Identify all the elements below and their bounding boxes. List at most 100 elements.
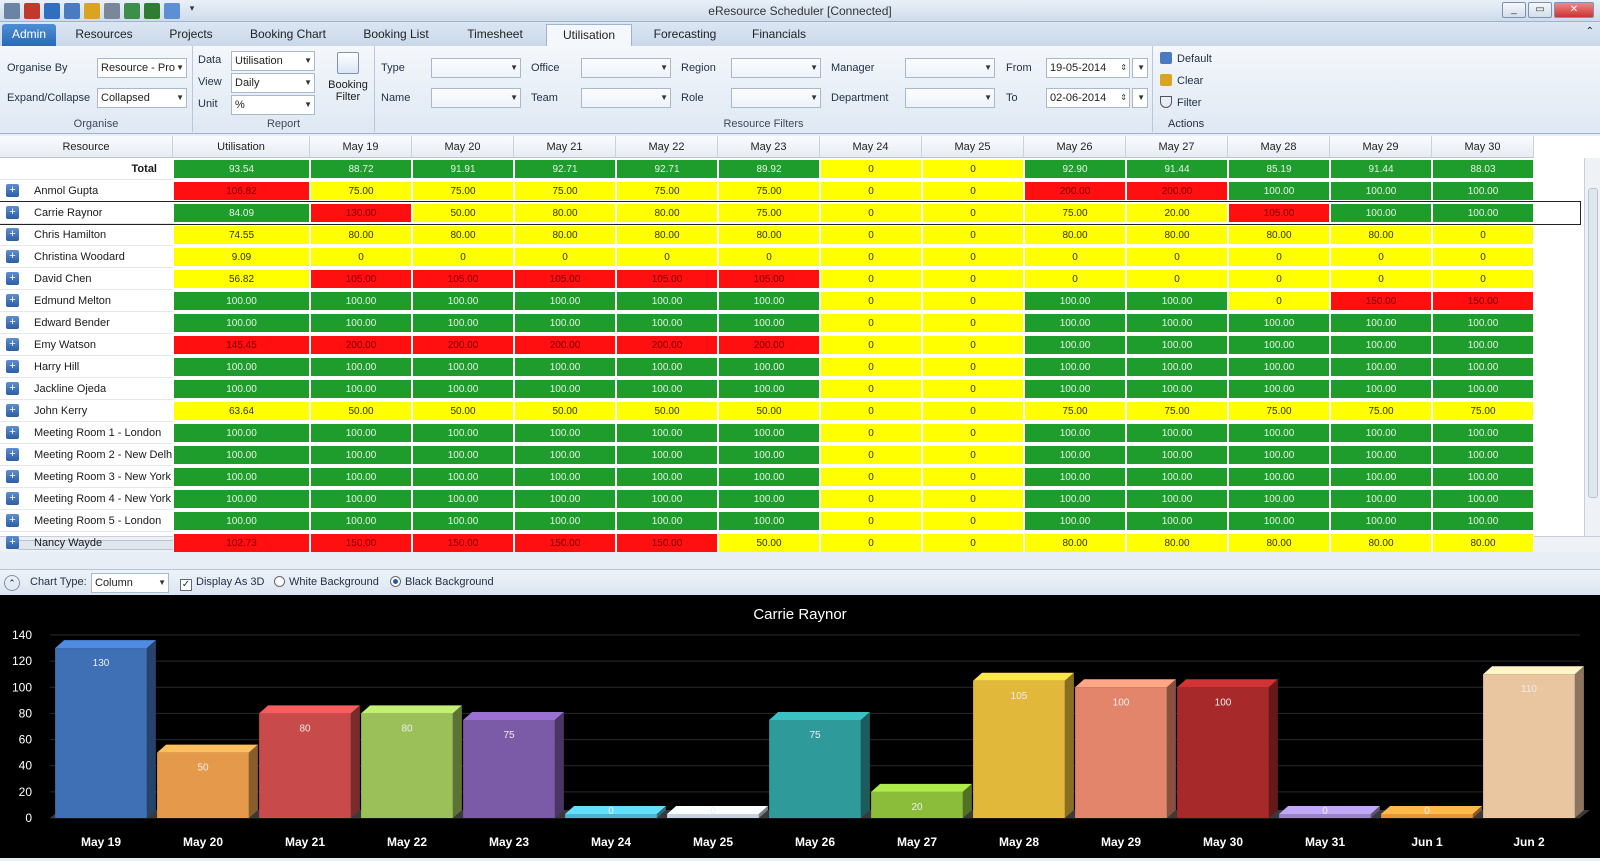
utilisation-cell[interactable]: 50.00 bbox=[718, 533, 820, 552]
column-header[interactable]: May 23 bbox=[718, 136, 820, 158]
utilisation-cell[interactable]: 100.00 bbox=[1024, 467, 1126, 487]
utilisation-cell[interactable]: 150.00 bbox=[412, 533, 514, 552]
info-icon[interactable] bbox=[44, 3, 60, 19]
black-background-option[interactable]: Black Background bbox=[390, 576, 494, 588]
utilisation-cell[interactable]: 100.00 bbox=[1432, 335, 1534, 355]
tab-projects[interactable]: Projects bbox=[169, 27, 213, 41]
utilisation-cell[interactable]: 0 bbox=[922, 533, 1024, 552]
expand-icon[interactable]: + bbox=[6, 272, 19, 285]
expand-icon[interactable]: + bbox=[6, 404, 19, 417]
utilisation-cell[interactable]: 100.00 bbox=[1432, 445, 1534, 465]
utilisation-cell[interactable]: 80.00 bbox=[310, 225, 412, 245]
utilisation-cell[interactable]: 102.73 bbox=[173, 533, 310, 552]
utilisation-cell[interactable]: 100.00 bbox=[1330, 313, 1432, 333]
utilisation-cell[interactable]: 100.00 bbox=[718, 313, 820, 333]
utilisation-cell[interactable]: 100.00 bbox=[514, 489, 616, 509]
tab-timesheet[interactable]: Timesheet bbox=[467, 27, 523, 41]
table-row[interactable]: + Meeting Room 4 - New York 100.00 100.00 10… bbox=[0, 488, 1580, 510]
refresh-icon[interactable] bbox=[164, 3, 180, 19]
utilisation-cell[interactable]: 200.00 bbox=[616, 335, 718, 355]
utilisation-cell[interactable]: 100.00 bbox=[412, 445, 514, 465]
utilisation-cell[interactable]: 50.00 bbox=[310, 401, 412, 421]
utilisation-cell[interactable]: 0 bbox=[1228, 247, 1330, 267]
utilisation-cell[interactable]: 100.00 bbox=[1330, 181, 1432, 201]
utilisation-cell[interactable]: 100.00 bbox=[412, 357, 514, 377]
utilisation-cell[interactable]: 0 bbox=[820, 357, 922, 377]
utilisation-cell[interactable]: 100.00 bbox=[1024, 489, 1126, 509]
utilisation-cell[interactable]: 100.00 bbox=[1432, 511, 1534, 531]
column-header[interactable]: May 24 bbox=[820, 136, 922, 158]
radio-icon[interactable] bbox=[274, 576, 285, 587]
utilisation-cell[interactable]: 0 bbox=[922, 511, 1024, 531]
utilisation-cell[interactable]: 75.00 bbox=[1330, 401, 1432, 421]
utilisation-cell[interactable]: 100.00 bbox=[173, 379, 310, 399]
spinner-icon[interactable]: ⇕ bbox=[1120, 63, 1127, 72]
utilisation-cell[interactable]: 75.00 bbox=[1024, 401, 1126, 421]
utilisation-cell[interactable]: 100.00 bbox=[1330, 445, 1432, 465]
column-header[interactable]: Resource bbox=[0, 136, 173, 158]
utilisation-cell[interactable]: 92.71 bbox=[514, 159, 616, 179]
close-icon[interactable]: ✕ bbox=[1554, 2, 1594, 18]
utilisation-cell[interactable]: 100.00 bbox=[616, 423, 718, 443]
utilisation-cell[interactable]: 75.00 bbox=[310, 181, 412, 201]
utilisation-cell[interactable]: 0 bbox=[820, 269, 922, 289]
utilisation-cell[interactable]: 0 bbox=[922, 423, 1024, 443]
utilisation-cell[interactable]: 200.00 bbox=[412, 335, 514, 355]
utilisation-cell[interactable]: 106.82 bbox=[173, 181, 310, 201]
utilisation-cell[interactable]: 0 bbox=[1024, 247, 1126, 267]
table-row[interactable]: + Edward Bender 100.00 100.00 100.00 100.00 10… bbox=[0, 312, 1580, 334]
table-row[interactable]: + Emy Watson 145.45 200.00 200.00 200.00 200.0… bbox=[0, 334, 1580, 356]
utilisation-cell[interactable]: 100.00 bbox=[1024, 335, 1126, 355]
utilisation-cell[interactable]: 100.00 bbox=[1228, 467, 1330, 487]
resource-name[interactable]: + Meeting Room 1 - London bbox=[0, 422, 173, 444]
utilisation-cell[interactable]: 105.00 bbox=[1228, 203, 1330, 223]
view-select[interactable]: Daily ▼ bbox=[231, 73, 315, 93]
utilisation-cell[interactable]: 0 bbox=[820, 379, 922, 399]
utilisation-cell[interactable]: 0 bbox=[820, 247, 922, 267]
office-select[interactable]: ▼ bbox=[581, 58, 671, 78]
tab-forecasting[interactable]: Forecasting bbox=[653, 27, 717, 41]
utilisation-cell[interactable]: 80.00 bbox=[1228, 225, 1330, 245]
utilisation-cell[interactable]: 100.00 bbox=[1432, 489, 1534, 509]
utilisation-cell[interactable]: 100.00 bbox=[514, 313, 616, 333]
utilisation-cell[interactable]: 0 bbox=[820, 445, 922, 465]
table-row[interactable]: + Anmol Gupta 106.82 75.00 75.00 75.00 75.00 75… bbox=[0, 180, 1580, 202]
table-row[interactable]: + Christina Woodard 9.09 0 0 0 0 0 0 0 0 0 0 0 0 bbox=[0, 246, 1580, 268]
default-button[interactable]: Default bbox=[1160, 52, 1212, 65]
utilisation-cell[interactable]: 100.00 bbox=[616, 379, 718, 399]
utilisation-cell[interactable]: 0 bbox=[820, 181, 922, 201]
utilisation-cell[interactable]: 0 bbox=[1126, 269, 1228, 289]
utilisation-cell[interactable]: 0 bbox=[820, 511, 922, 531]
utilisation-cell[interactable]: 0 bbox=[922, 247, 1024, 267]
unit-select[interactable]: % ▼ bbox=[231, 95, 315, 115]
table-row[interactable]: + Nancy Wayde 102.73 150.00 150.00 150.00 150.… bbox=[0, 532, 1580, 552]
utilisation-cell[interactable]: 100.00 bbox=[310, 445, 412, 465]
utilisation-cell[interactable]: 75.00 bbox=[1432, 401, 1534, 421]
utilisation-cell[interactable]: 100.00 bbox=[718, 489, 820, 509]
expand-icon[interactable]: + bbox=[6, 470, 19, 483]
to-date-picker-button[interactable]: ▼ bbox=[1132, 88, 1148, 108]
tab-resources[interactable]: Resources bbox=[75, 27, 133, 41]
utilisation-cell[interactable]: 100.00 bbox=[1228, 445, 1330, 465]
utilisation-cell[interactable]: 75.00 bbox=[616, 181, 718, 201]
utilisation-cell[interactable]: 100.00 bbox=[1330, 335, 1432, 355]
utilisation-cell[interactable]: 100.00 bbox=[1330, 467, 1432, 487]
utilisation-cell[interactable]: 100.00 bbox=[1432, 313, 1534, 333]
expand-icon[interactable]: + bbox=[6, 338, 19, 351]
resource-name[interactable]: + Nancy Wayde bbox=[0, 532, 173, 552]
utilisation-cell[interactable]: 100.00 bbox=[1024, 445, 1126, 465]
utilisation-cell[interactable]: 100.00 bbox=[1432, 203, 1534, 223]
vertical-scrollbar[interactable] bbox=[1584, 158, 1600, 536]
manager-select[interactable]: ▼ bbox=[905, 58, 995, 78]
utilisation-cell[interactable]: 100.00 bbox=[1330, 489, 1432, 509]
utilisation-cell[interactable]: 100.00 bbox=[616, 291, 718, 311]
utilisation-cell[interactable]: 100.00 bbox=[1024, 357, 1126, 377]
utilisation-cell[interactable]: 0 bbox=[922, 401, 1024, 421]
table-row[interactable]: + Meeting Room 1 - London 100.00 100.00 100.… bbox=[0, 422, 1580, 444]
utilisation-cell[interactable]: 100.00 bbox=[1126, 313, 1228, 333]
utilisation-cell[interactable]: 80.00 bbox=[1126, 225, 1228, 245]
utilisation-cell[interactable]: 100.00 bbox=[173, 291, 310, 311]
utilisation-cell[interactable]: 88.03 bbox=[1432, 159, 1534, 179]
utilisation-cell[interactable]: 100.00 bbox=[1126, 357, 1228, 377]
utilisation-cell[interactable]: 0 bbox=[820, 467, 922, 487]
